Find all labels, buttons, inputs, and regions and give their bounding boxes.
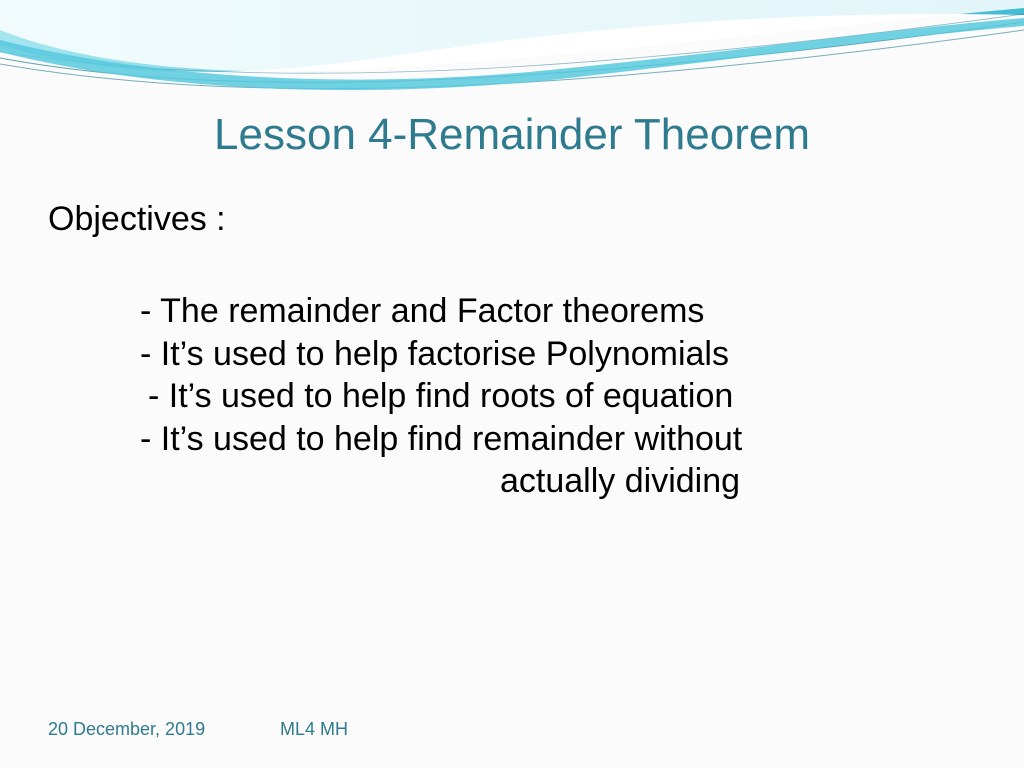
objectives-list: - The remainder and Factor theorems - It… <box>140 290 742 503</box>
bullet-1: - The remainder and Factor theorems <box>140 290 742 333</box>
bullet-3: - It’s used to help find roots of equati… <box>140 375 742 418</box>
bullet-4: - It’s used to help find remainder witho… <box>140 418 742 461</box>
bullet-2: - It’s used to help factorise Polynomial… <box>140 333 742 376</box>
footer-code: ML4 MH <box>280 719 348 740</box>
objectives-heading: Objectives : <box>48 200 226 239</box>
bullet-4-continuation: actually dividing <box>140 460 742 503</box>
footer-date: 20 December, 2019 <box>48 719 205 740</box>
slide-title: Lesson 4-Remainder Theorem <box>0 110 1024 160</box>
